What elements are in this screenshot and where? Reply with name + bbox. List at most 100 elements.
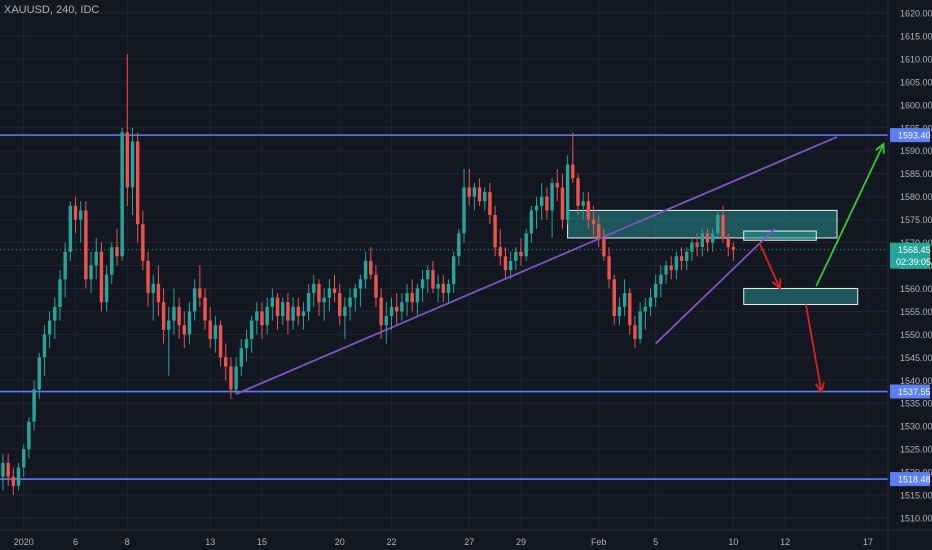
candle-body	[306, 293, 311, 312]
time-tick-label: 6	[73, 537, 78, 547]
level-price-label: 1593.40	[898, 131, 931, 141]
arrow-shaft	[758, 242, 781, 289]
time-tick-label: 29	[516, 537, 526, 547]
candle-body	[11, 476, 16, 486]
candle-body	[47, 320, 52, 335]
candle-body	[400, 302, 404, 312]
countdown-label: 02:39:05	[896, 257, 931, 267]
level-price-box	[890, 384, 930, 399]
price-tick-label: 1600.00	[900, 100, 932, 110]
trend-lines	[235, 136, 838, 395]
candle-body	[426, 270, 430, 280]
candle-body	[731, 247, 736, 250]
candle-body	[332, 288, 337, 294]
candle-body	[659, 274, 663, 284]
arrow-shaft	[805, 304, 823, 392]
candle-body	[53, 306, 57, 321]
candle-body	[612, 279, 616, 316]
candle-body	[110, 247, 114, 275]
candle-body	[498, 247, 502, 257]
candle-body	[602, 237, 606, 257]
candle-body	[141, 224, 145, 261]
candle-body	[405, 293, 409, 303]
candle-body	[389, 306, 394, 316]
candle-body	[524, 233, 528, 257]
candle-body	[555, 182, 559, 188]
price-tick-label: 1610.00	[900, 54, 932, 64]
candle-body	[1, 462, 5, 477]
candle-body	[503, 256, 508, 271]
level-price-box	[890, 128, 930, 143]
candle-body	[586, 201, 591, 220]
candle-body	[338, 293, 342, 316]
candle-body	[420, 279, 425, 289]
candle-body	[99, 251, 104, 303]
candle-body	[628, 293, 632, 326]
time-axis[interactable]: 2020 6 8 13 15 20 22 27 29 Feb 5 10 12 17	[0, 529, 932, 547]
candle-body	[115, 247, 119, 257]
candle-body	[135, 141, 140, 225]
candle-body	[436, 283, 440, 289]
candle-body	[581, 201, 585, 206]
level-price-label: 1537.55	[898, 387, 931, 397]
price-tick-label: 1550.00	[900, 330, 932, 340]
candle-body	[120, 132, 124, 257]
candle-body	[16, 467, 21, 486]
price-tick-label: 1510.00	[900, 514, 932, 524]
current-price-box	[890, 242, 930, 269]
level-price-box	[890, 472, 930, 487]
candle-body	[244, 338, 249, 349]
candle-body	[638, 311, 642, 339]
candle-body	[726, 237, 730, 248]
candle-body	[286, 302, 290, 321]
level-price-label: 1518.48	[898, 475, 931, 485]
time-tick-label: 27	[464, 537, 474, 547]
candle-body	[374, 274, 378, 298]
candle-body	[73, 205, 78, 220]
horizontal-levels	[0, 134, 888, 480]
candle-body	[167, 320, 171, 330]
price-tick-label: 1585.00	[900, 169, 932, 179]
candle-body	[296, 306, 300, 316]
candle-body	[472, 187, 477, 197]
candle-body	[674, 256, 679, 271]
candle-body	[545, 196, 549, 211]
candle-body	[6, 462, 10, 477]
candle-body	[451, 256, 456, 284]
price-zone	[743, 287, 859, 306]
candle-body	[363, 260, 368, 280]
candle-body	[104, 274, 109, 303]
candle-body	[32, 389, 36, 422]
candle-body	[653, 283, 658, 298]
candle-body	[89, 265, 93, 280]
candle-body	[591, 219, 596, 225]
candle-body	[679, 256, 684, 261]
candle-body	[540, 196, 544, 206]
candle-body	[94, 251, 98, 266]
chart-title: XAUUSD, 240, IDC	[4, 4, 100, 16]
candle-body	[597, 224, 601, 238]
candle-body	[457, 233, 461, 257]
candle-body	[519, 251, 523, 257]
candle-body	[317, 283, 321, 303]
candle-body	[301, 311, 306, 316]
candle-body	[394, 306, 399, 312]
price-axis[interactable]: 1510.001515.001520.001525.001530.001535.…	[887, 0, 932, 550]
candle-body	[312, 283, 316, 294]
price-tick-label: 1535.00	[900, 399, 932, 409]
price-tick-label: 1545.00	[900, 353, 932, 363]
candle-body	[514, 251, 518, 261]
chart-grid	[0, 0, 888, 530]
trend-line	[235, 136, 838, 395]
candle-body	[265, 306, 269, 326]
candle-body	[685, 251, 689, 261]
price-tick-label: 1525.00	[900, 445, 932, 455]
candle-body	[410, 293, 414, 303]
candle-body	[384, 316, 389, 326]
candle-body	[146, 260, 150, 294]
candle-body	[177, 306, 181, 326]
candle-body	[446, 283, 451, 294]
time-tick-label: 2020	[14, 537, 34, 547]
candle-body	[571, 164, 575, 179]
time-tick-label: 17	[863, 537, 873, 547]
